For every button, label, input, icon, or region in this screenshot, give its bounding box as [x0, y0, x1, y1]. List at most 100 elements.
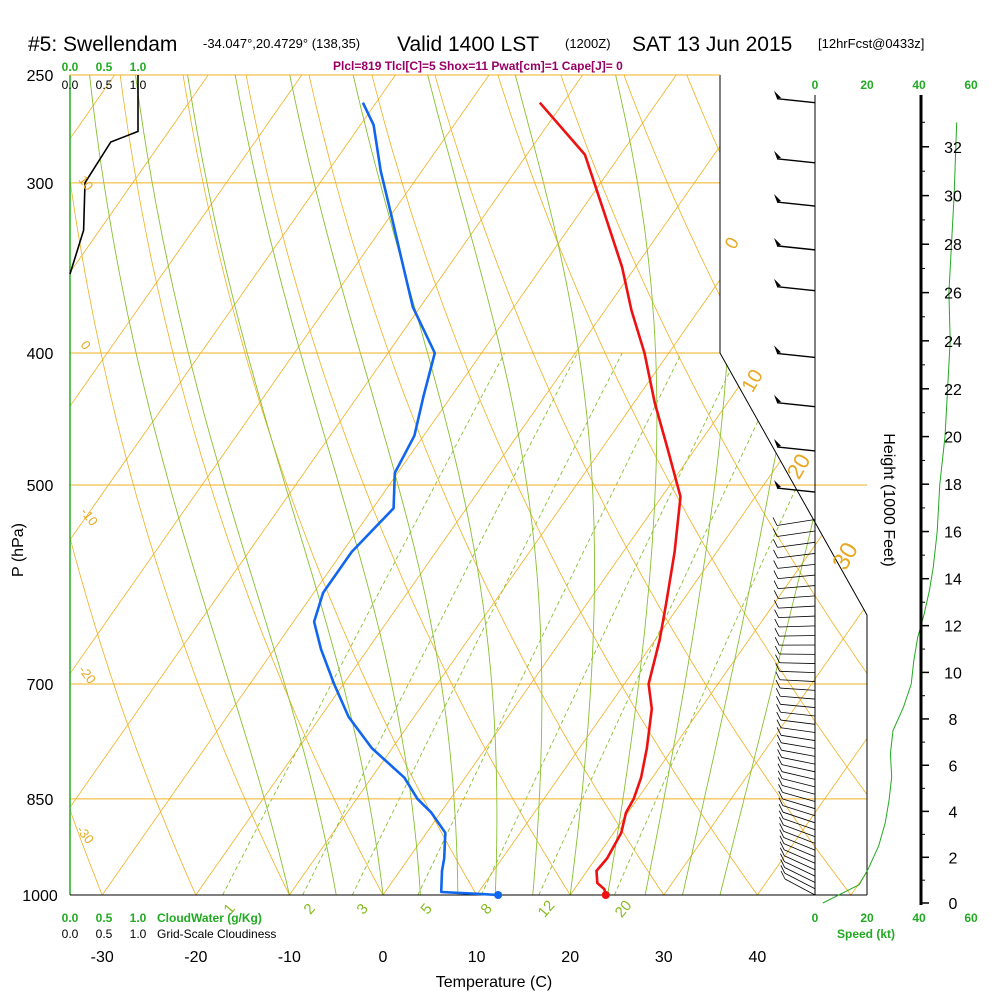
mixing-ratio-label: 8 — [477, 900, 495, 917]
wind-barb-staff — [776, 401, 816, 408]
wind-barb-staff — [776, 245, 816, 251]
wind-barb-staff — [784, 872, 816, 890]
isotherm-line — [268, 75, 867, 895]
moist-adiabat-line — [682, 75, 823, 895]
speed-tick-label-bottom: 60 — [964, 911, 978, 925]
moist-adiabat-line — [170, 75, 384, 895]
temperature-tick-label: 20 — [561, 949, 579, 966]
dry-adiabat-line — [0, 0, 19, 924]
wind-barb-feather — [779, 816, 784, 826]
wind-barb-staff — [776, 201, 816, 207]
speed-tick-label-top: 40 — [912, 78, 926, 92]
x-axis-label: Temperature (C) — [436, 974, 552, 991]
dry-adiabat-line — [70, 75, 305, 895]
temperature-tick-label: 30 — [655, 949, 673, 966]
speed-tick-label-top: 0 — [812, 78, 819, 92]
pressure-tick-label: 250 — [27, 68, 54, 85]
wind-barb-staff — [777, 563, 816, 569]
wind-barb-staff — [778, 595, 816, 599]
wind-barb-staff — [778, 635, 816, 637]
wind-barb-staff — [779, 662, 816, 664]
temperature-tick-label: 40 — [749, 949, 767, 966]
isotherm-line — [643, 75, 867, 895]
wind-barb-staff — [783, 837, 816, 851]
mixing-ratio-line — [222, 352, 505, 895]
wind-barb-staff — [781, 734, 816, 741]
height-tick-label: 32 — [944, 140, 962, 157]
wind-barb-feather — [773, 549, 778, 559]
mixing-ratio-label: 5 — [417, 900, 435, 917]
wind-barb-staff — [781, 771, 816, 780]
moist-adiabat-line — [396, 75, 543, 895]
mixing-ratio-label: 12 — [535, 897, 559, 921]
height-tick-label: 4 — [949, 804, 958, 821]
wind-barb-feather — [773, 590, 779, 599]
wind-barb-staff — [780, 695, 816, 700]
height-tick-label: 0 — [949, 896, 958, 913]
wind-barb-staff — [783, 818, 816, 831]
wind-barb-feather — [777, 741, 782, 751]
isotherm-line — [70, 75, 395, 895]
dry-adiabat-label: 10 — [76, 173, 97, 194]
cloudiness-label: Grid-Scale Cloudiness — [157, 927, 276, 941]
height-tick-label: 30 — [944, 189, 962, 206]
speed-tick-label-bottom: 40 — [912, 911, 926, 925]
dewpoint-line — [312, 102, 499, 897]
wind-barb-feather — [773, 560, 779, 569]
surface-dewpoint-dot — [494, 891, 503, 899]
mixing-ratio-line — [351, 352, 623, 895]
height-axis-label: Height (1000 Feet) — [880, 433, 897, 566]
speed-tick-label-bottom: 20 — [860, 911, 874, 925]
wind-barb-feather — [779, 841, 785, 850]
wind-barb-feather — [775, 688, 781, 697]
wind-barb-staff — [777, 530, 816, 537]
y-axis-label: P (hPa) — [10, 523, 27, 577]
isotherm-line — [70, 75, 582, 895]
height-tick-label: 12 — [944, 619, 962, 636]
wind-barb-feather — [775, 654, 780, 663]
wind-barb-staff — [780, 703, 816, 708]
wind-barb-staff — [778, 585, 816, 590]
moist-adiabat-line — [481, 75, 595, 895]
cloud-water-tick-bottom: 1.0 — [130, 911, 147, 925]
wind-barb-feather — [777, 749, 782, 758]
pressure-tick-label: 1000 — [22, 888, 58, 905]
cloud-water-tick-top: 0.0 — [62, 60, 79, 74]
height-tick-label: 6 — [949, 758, 958, 775]
wind-barb-feather — [779, 847, 785, 856]
dry-adiabat-label: 0 — [78, 338, 94, 353]
isotherm-label: 10 — [738, 366, 768, 396]
height-tick-label: 2 — [949, 850, 958, 867]
cloudiness-tick-top: 1.0 — [130, 78, 147, 92]
cloudiness-tick-bottom: 1.0 — [130, 927, 147, 941]
wind-barb-staff — [783, 824, 816, 837]
wind-barb-staff — [777, 574, 816, 580]
wind-barb-staff — [776, 446, 816, 452]
isotherm-line — [736, 75, 867, 895]
cloudiness-tick-top: 0.5 — [96, 78, 113, 92]
wind-barb-feather — [774, 636, 780, 646]
wind-barb-staff — [782, 778, 816, 788]
wind-barb-feather — [778, 804, 784, 813]
mixing-ratio-line — [613, 352, 859, 895]
cloudiness-tick-bottom: 0.5 — [96, 927, 113, 941]
wind-barb-feather — [778, 797, 784, 806]
isotherm-line — [70, 75, 489, 895]
mixing-ratio-label: 20 — [612, 897, 636, 921]
cloudiness-line — [69, 75, 139, 275]
wind-barb-flag — [774, 480, 781, 489]
speed-tick-label-top: 60 — [964, 78, 978, 92]
moist-adiabat-line — [121, 75, 337, 895]
wind-barb-feather — [776, 727, 782, 736]
wind-barb-feather — [778, 790, 784, 800]
chart-title-valid: Valid 1400 LST — [397, 33, 539, 56]
temperature-tick-label: -30 — [91, 949, 114, 966]
chart-title-utc: (1200Z) — [565, 36, 611, 51]
dry-adiabat-line — [460, 75, 867, 895]
cloudiness-tick-top: 0.0 — [62, 78, 79, 92]
isobars — [70, 74, 867, 896]
isotherm-label: 30 — [827, 538, 864, 575]
wind-barbs — [772, 90, 816, 896]
cloud-water-tick-bottom: 0.0 — [62, 911, 79, 925]
wind-barb-feather — [773, 580, 779, 589]
